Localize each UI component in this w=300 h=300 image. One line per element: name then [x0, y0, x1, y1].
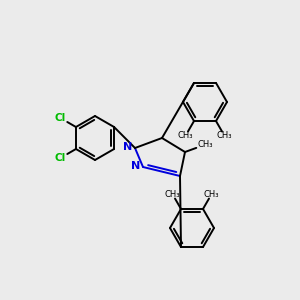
Text: CH₃: CH₃	[165, 190, 180, 199]
Text: CH₃: CH₃	[217, 131, 232, 140]
Text: Cl: Cl	[55, 153, 66, 163]
Text: N: N	[123, 142, 133, 152]
Text: CH₃: CH₃	[198, 140, 213, 149]
Text: CH₃: CH₃	[204, 190, 219, 199]
Text: CH₃: CH₃	[178, 131, 193, 140]
Text: Cl: Cl	[55, 113, 66, 123]
Text: N: N	[131, 161, 141, 171]
